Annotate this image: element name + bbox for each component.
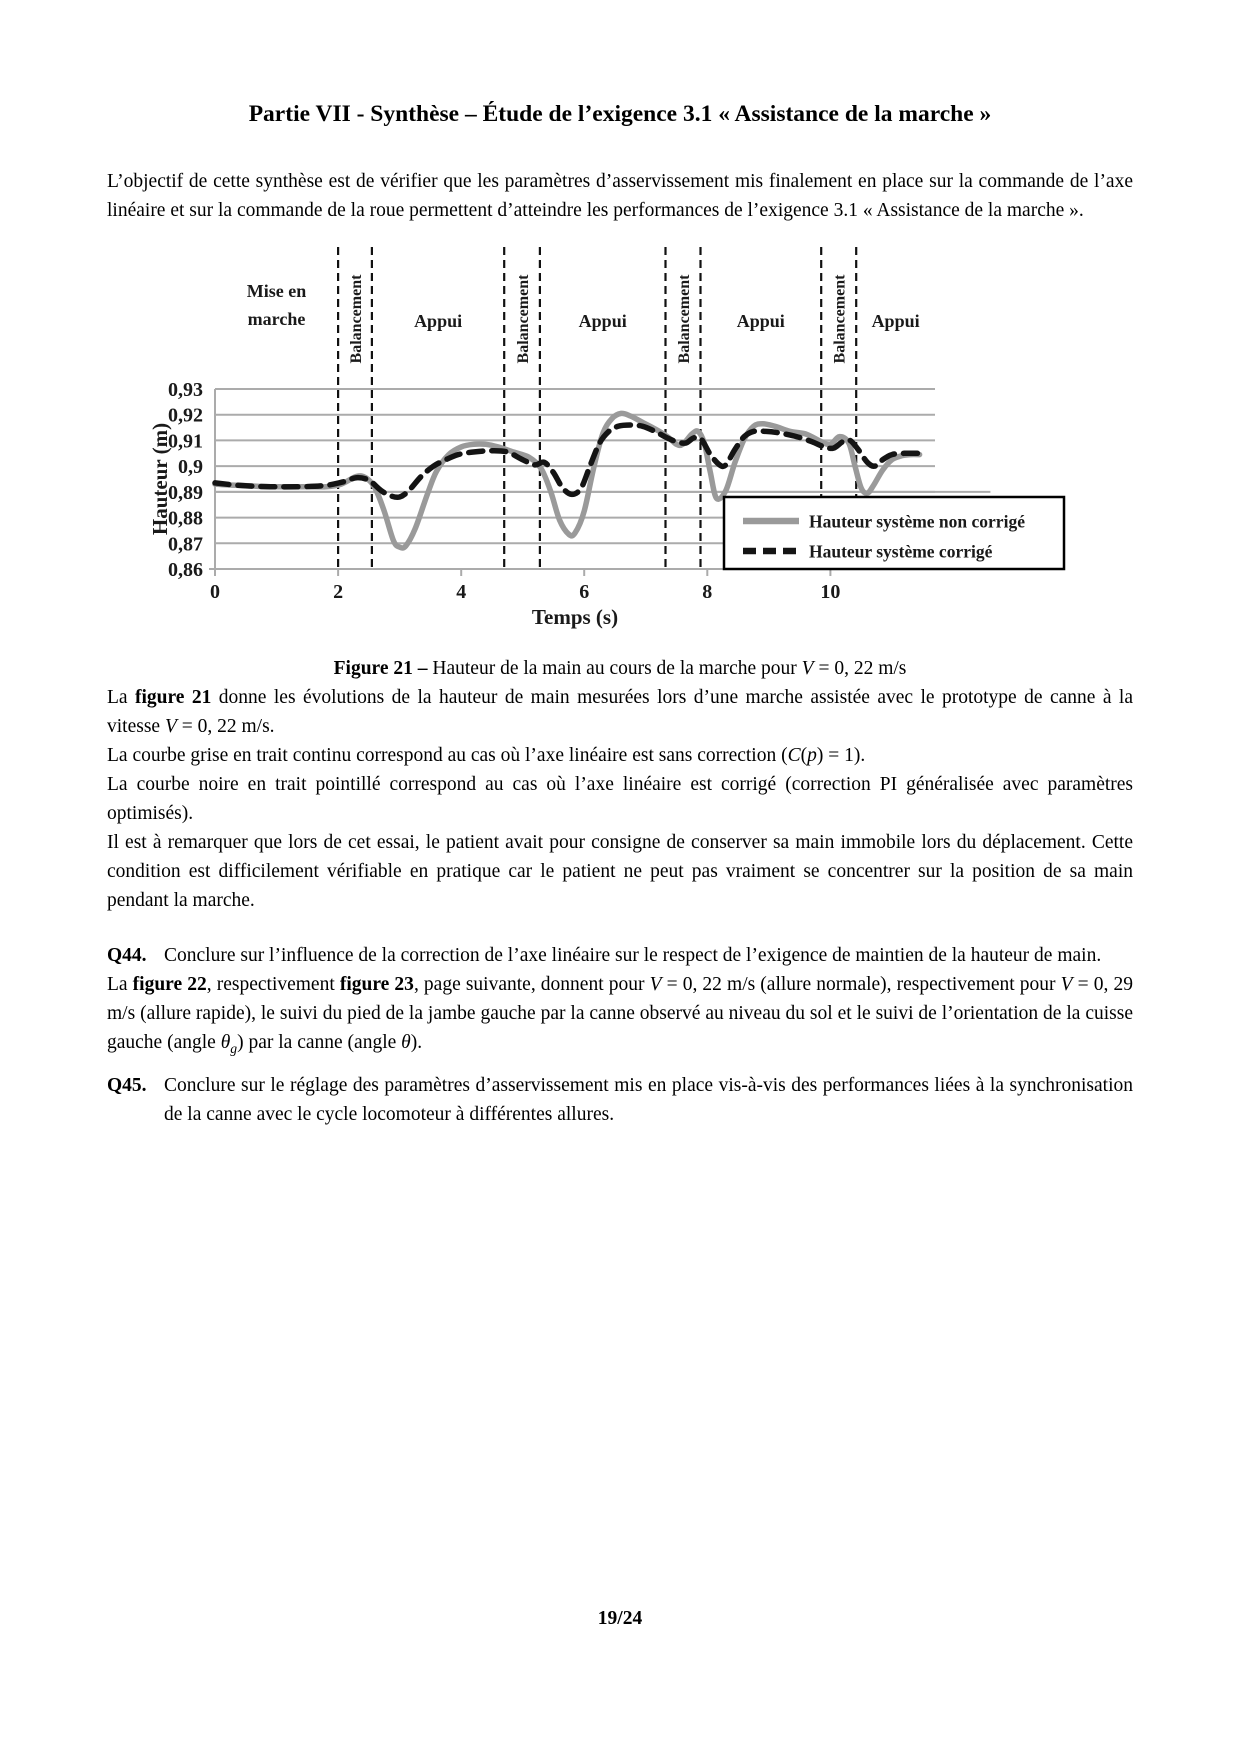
x-tick-label: 2 <box>333 581 343 603</box>
y-tick-label: 0,86 <box>168 559 203 581</box>
paragraph-courbe-grise: La courbe grise en trait continu corresp… <box>107 745 866 766</box>
phase-label-vertical: Balancement <box>348 274 365 364</box>
phase-label-vertical: Balancement <box>515 274 532 364</box>
y-tick-label: 0,89 <box>168 482 203 504</box>
phase-label-vertical: Balancement <box>832 274 849 364</box>
phase-label: Appui <box>872 311 920 331</box>
paragraph-intro: L’objectif de cette synthèse est de véri… <box>107 171 1133 221</box>
y-tick-label: 0,9 <box>178 456 203 478</box>
legend-label-0: Hauteur système non corrigé <box>809 512 1025 532</box>
y-axis-title: Hauteur (m) <box>148 423 172 535</box>
y-tick-label: 0,92 <box>168 405 203 427</box>
x-axis-title: Temps (s) <box>532 605 618 629</box>
paragraph-courbe-noire: La courbe noire en trait pointillé corre… <box>107 774 1133 824</box>
figure21-chart-wrap: Hauteur système non corrigé Hauteur systè… <box>147 239 1087 639</box>
phase-label-vertical: Balancement <box>676 274 693 364</box>
question-q45: Q45. Conclure sur le réglage des paramèt… <box>107 1071 1133 1129</box>
phase-label: Appui <box>737 311 785 331</box>
page-content: Partie VII - Synthèse – Étude de l’exige… <box>107 101 1133 1129</box>
y-tick-label: 0,87 <box>168 533 203 555</box>
figure21-caption: Figure 21 – Hauteur de la main au cours … <box>333 658 907 679</box>
page-number: 19/24 <box>597 1608 643 1629</box>
x-tick-label: 0 <box>210 581 220 603</box>
phase-label: Mise en marche <box>247 281 306 329</box>
figure-21: Hauteur système non corrigé Hauteur systè… <box>107 239 1133 683</box>
paragraph-remarque: Il est à remarquer que lors de cet essai… <box>107 832 1133 911</box>
phase-label: Appui <box>579 311 627 331</box>
x-tick-label: 10 <box>820 581 840 603</box>
question-q44: Q44. Conclure sur l’influence de la corr… <box>107 941 1133 970</box>
series-curve-corrige <box>212 422 929 501</box>
page-title: Partie VII - Synthèse – Étude de l’exige… <box>248 101 992 127</box>
x-tick-label: 6 <box>579 581 589 603</box>
phase-label: Appui <box>414 311 462 331</box>
question-q45-text: Conclure sur le réglage des paramètres d… <box>164 1074 1133 1125</box>
question-q44-text: Conclure sur l’influence de la correctio… <box>164 945 1102 966</box>
legend-box <box>722 495 1066 571</box>
question-q44-label: Q44. <box>107 945 147 966</box>
x-tick-label: 4 <box>456 581 466 603</box>
y-tick-label: 0,88 <box>168 508 203 530</box>
x-tick-label: 8 <box>702 581 712 603</box>
figure21-chart: Hauteur système non corrigé Hauteur systè… <box>148 247 1066 629</box>
y-tick-label: 0,91 <box>168 430 203 452</box>
question-q45-label: Q45. <box>107 1074 147 1096</box>
y-tick-label: 0,93 <box>168 379 203 401</box>
paragraph-fig22-23: La figure 22, respectivement figure 23, … <box>107 974 1133 1056</box>
series-curve-non-corrige <box>212 410 923 551</box>
legend-label-1: Hauteur système corrigé <box>809 542 993 562</box>
paragraph-fig21: La figure 21 donne les évolutions de la … <box>107 687 1133 737</box>
